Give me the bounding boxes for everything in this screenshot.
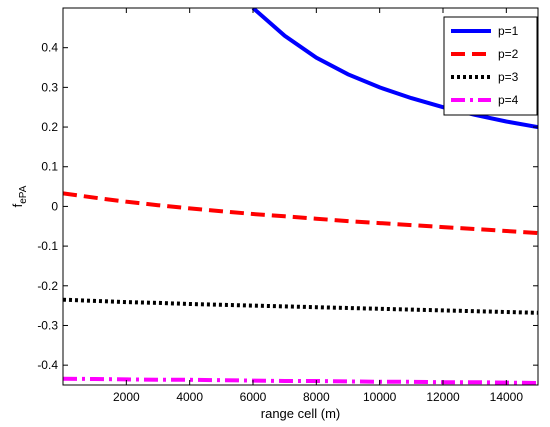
- series-layer: [63, 8, 538, 385]
- x-tick-label: 2000: [113, 390, 140, 404]
- y-tick-label: 0.4: [41, 41, 58, 55]
- legend-label-p2: p=2: [498, 47, 519, 61]
- y-tick-label: 0.2: [41, 120, 58, 134]
- y-tick-label: 0.1: [41, 160, 58, 174]
- x-axis: 2000 4000 6000 8000 10000 12000 14000: [113, 8, 523, 404]
- x-tick-label: 4000: [176, 390, 203, 404]
- x-tick-label: 8000: [303, 390, 330, 404]
- series-line-p3: [63, 297, 538, 315]
- x-tick-label: 10000: [363, 390, 397, 404]
- legend-label-p1: p=1: [498, 24, 519, 38]
- legend: p=1 p=2 p=3 p=4: [443, 16, 538, 116]
- legend-label-p4: p=4: [498, 93, 519, 107]
- y-tick-label: -0.3: [37, 318, 58, 332]
- x-axis-label: range cell (m): [261, 406, 340, 421]
- y-tick-label: -0.2: [37, 279, 58, 293]
- plot-frame: [62, 7, 539, 386]
- x-tick-label: 14000: [490, 390, 524, 404]
- x-tick-label: 6000: [240, 390, 267, 404]
- y-tick-label: 0.3: [41, 80, 58, 94]
- y-tick-label: -0.4: [37, 358, 58, 372]
- series-line-p1: [251, 8, 538, 130]
- y-axis-label-sub: ePA: [18, 185, 29, 203]
- y-tick-label: -0.1: [37, 239, 58, 253]
- x-tick-label: 12000: [426, 390, 460, 404]
- series-line-p2: [63, 191, 538, 235]
- series-line-p4: [63, 376, 538, 385]
- y-axis-label: fePA: [10, 185, 29, 207]
- svg-text:fePA: fePA: [10, 185, 29, 207]
- legend-label-p3: p=3: [498, 70, 519, 84]
- y-axis-label-main: f: [10, 203, 25, 207]
- y-tick-label: 0: [51, 199, 58, 213]
- y-axis: -0.4 -0.3 -0.2 -0.1 0 0.1 0.2 0.3 0.4: [37, 41, 538, 372]
